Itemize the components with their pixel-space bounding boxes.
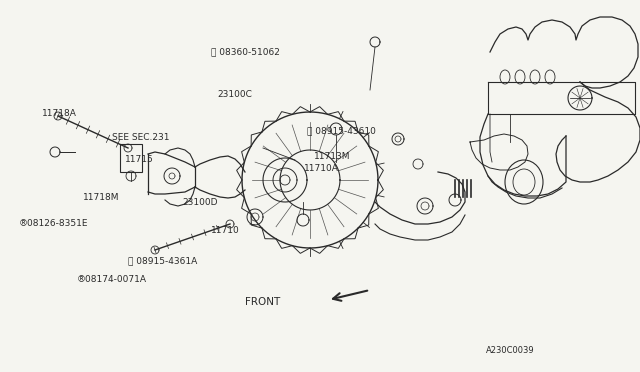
Bar <box>120 144 142 172</box>
Text: 11710A: 11710A <box>304 164 339 173</box>
Text: ®08174-0071A: ®08174-0071A <box>77 275 147 284</box>
Text: A230C0039: A230C0039 <box>486 346 535 355</box>
Text: FRONT: FRONT <box>245 297 280 307</box>
Text: SEE SEC.231: SEE SEC.231 <box>112 133 170 142</box>
Text: 11715: 11715 <box>125 155 154 164</box>
Text: 23100C: 23100C <box>218 90 252 99</box>
Text: 11718M: 11718M <box>83 193 120 202</box>
Text: Ⓣ 08915-4361A: Ⓣ 08915-4361A <box>128 256 197 265</box>
Text: Ⓢ 08360-51062: Ⓢ 08360-51062 <box>211 48 280 57</box>
Text: Ⓝ 08915-43610: Ⓝ 08915-43610 <box>307 126 376 135</box>
Text: 11710: 11710 <box>211 226 240 235</box>
Text: ®08126-8351E: ®08126-8351E <box>19 219 89 228</box>
Text: 23100D: 23100D <box>182 198 218 207</box>
Text: 11718A: 11718A <box>42 109 76 118</box>
Text: 11713M: 11713M <box>314 152 350 161</box>
